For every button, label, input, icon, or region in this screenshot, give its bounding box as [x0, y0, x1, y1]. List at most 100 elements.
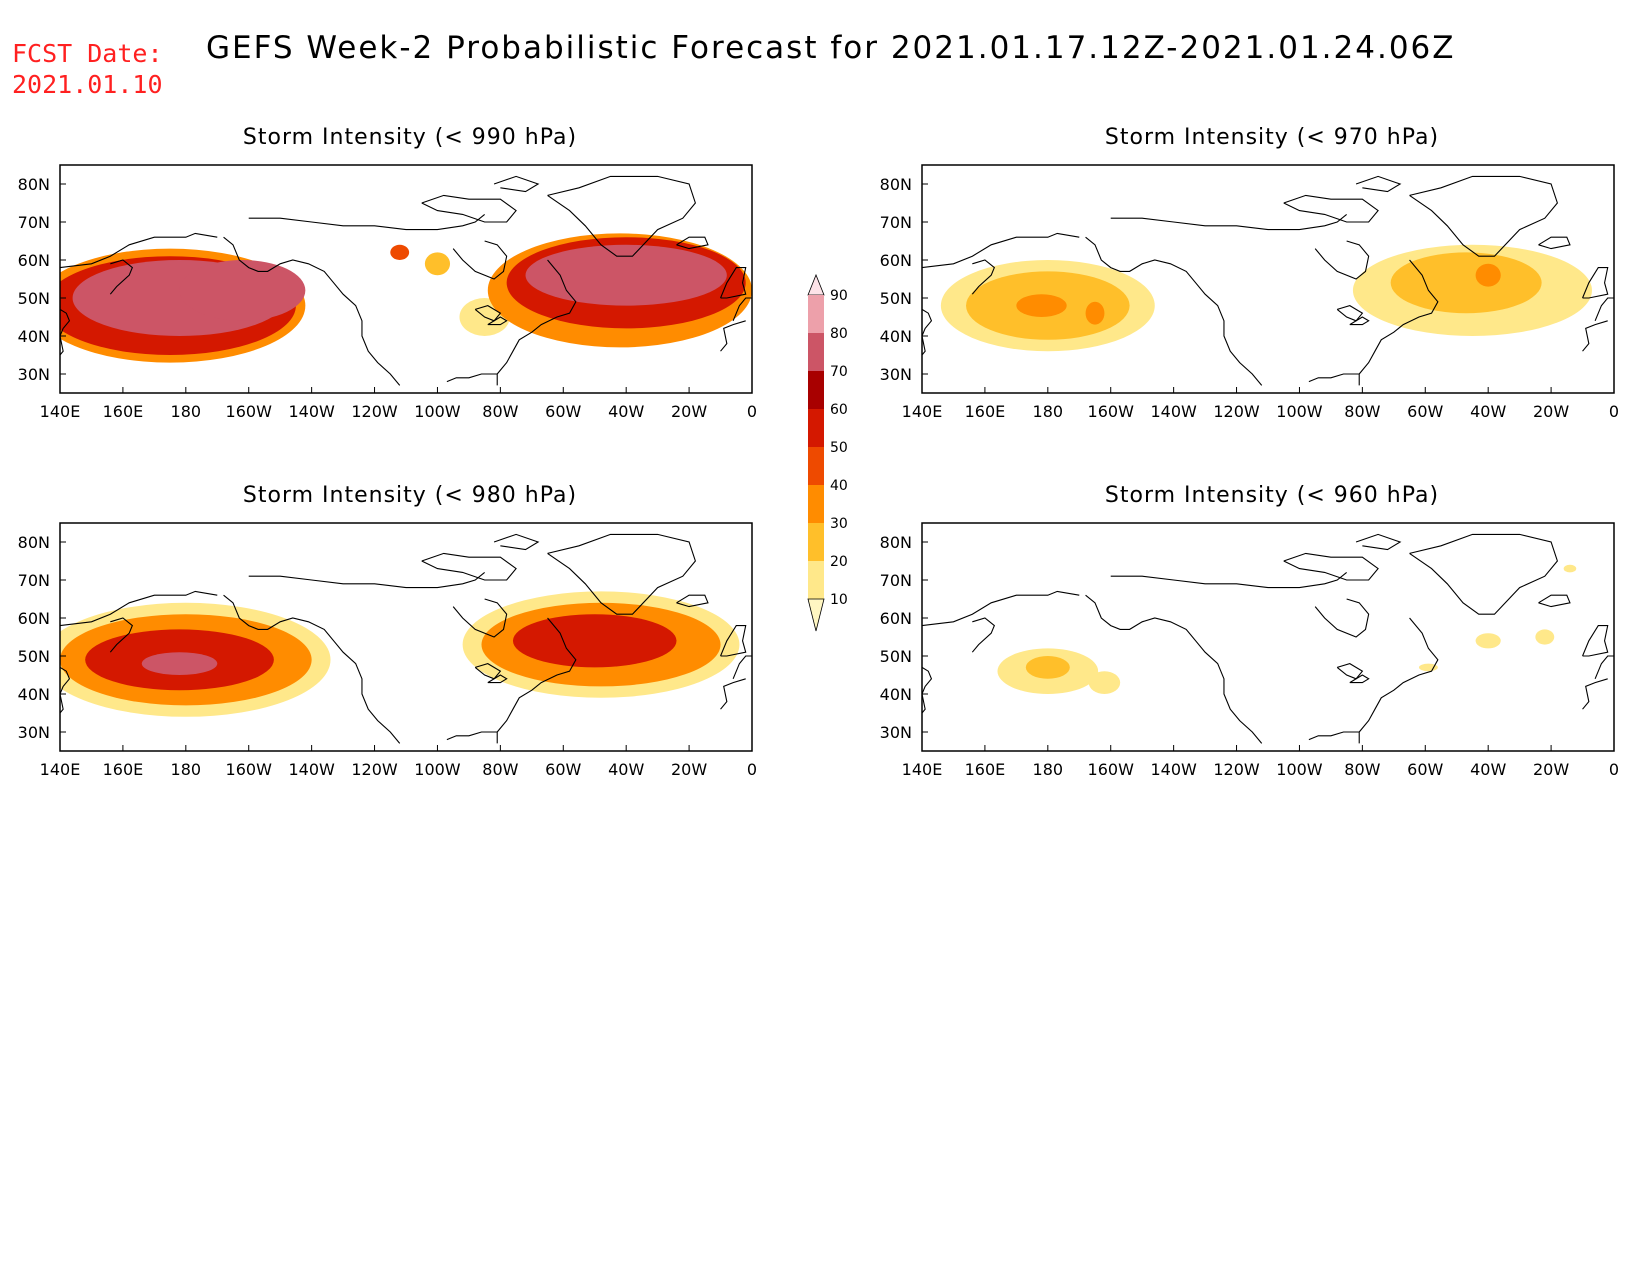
x-tick-label: 0 — [1609, 402, 1619, 421]
x-tick-label: 100W — [1276, 760, 1323, 779]
x-tick-label: 160E — [103, 402, 144, 421]
coastline — [922, 232, 1080, 269]
colorbar-label: 10 — [830, 592, 848, 608]
coastline — [421, 552, 517, 581]
probability-region — [1025, 656, 1070, 679]
coastline — [1110, 571, 1347, 589]
coastline — [1336, 663, 1364, 680]
coastline — [720, 320, 746, 352]
coastline — [547, 533, 696, 615]
x-tick-label: 120W — [351, 402, 398, 421]
y-tick-label: 80N — [880, 175, 912, 194]
y-tick-label: 40N — [880, 685, 912, 704]
x-tick-label: 100W — [1276, 402, 1323, 421]
coastline — [1358, 259, 1439, 386]
x-tick-label: 140E — [40, 760, 81, 779]
coastline — [720, 678, 746, 710]
colorbar-swatch — [808, 333, 824, 371]
x-tick-label: 140E — [902, 402, 943, 421]
x-tick-label: 0 — [747, 402, 757, 421]
y-tick-label: 60N — [18, 609, 50, 628]
coastline — [1336, 305, 1364, 322]
coastline — [732, 655, 752, 680]
coastline — [547, 175, 696, 257]
coastline — [676, 594, 709, 608]
x-tick-label: 20W — [671, 402, 707, 421]
x-tick-label: 140E — [902, 760, 943, 779]
coastline — [1582, 267, 1609, 299]
y-tick-label: 40N — [880, 327, 912, 346]
y-tick-label: 70N — [880, 571, 912, 590]
colorbar-swatch — [808, 371, 824, 409]
x-tick-label: 60W — [545, 402, 581, 421]
probability-region — [525, 244, 727, 306]
x-tick-label: 80W — [1344, 760, 1380, 779]
colorbar-legend: 10 20 30 40 50 60 70 80 90 — [807, 273, 848, 632]
map-plot: 140E 160E 180 160W 140W 120W 100W 80W 60W 40W 20W 0… — [880, 164, 1619, 421]
coastline — [446, 373, 498, 383]
colorbar-label: 50 — [830, 440, 848, 456]
map-frame — [921, 164, 1615, 394]
panel-title: Storm Intensity (< 980 hPa) — [242, 483, 578, 508]
y-tick-label: 60N — [880, 609, 912, 628]
x-tick-label: 160W — [226, 402, 273, 421]
y-tick-label: 60N — [18, 251, 50, 270]
coastline — [421, 194, 517, 223]
probability-region — [1475, 263, 1501, 287]
page-title: GEFS Week-2 Probabilistic Forecast for 2… — [206, 30, 1456, 66]
coastline — [1582, 320, 1608, 352]
y-tick-label: 70N — [880, 213, 912, 232]
y-tick-label: 80N — [18, 533, 50, 552]
x-tick-label: 160E — [965, 760, 1006, 779]
map-plot: 140E 160E 180 160W 140W 120W 100W 80W 60W 40W 20W 0… — [18, 164, 757, 421]
colorbar-swatch — [808, 485, 824, 523]
colorbar-label: 60 — [830, 402, 848, 418]
x-tick-label: 180 — [1033, 760, 1064, 779]
coastlines — [60, 175, 752, 386]
coastline — [1349, 674, 1370, 684]
x-tick-label: 140W — [1150, 760, 1197, 779]
coastline — [109, 617, 134, 653]
coastline — [452, 240, 508, 280]
x-tick-label: 160E — [965, 402, 1006, 421]
probability-region — [1535, 629, 1555, 645]
coastline — [971, 617, 996, 653]
probability-region — [1085, 301, 1105, 325]
coastline — [720, 267, 747, 299]
probability-region — [1016, 294, 1067, 317]
coastline — [248, 571, 485, 589]
coastline — [732, 297, 752, 322]
x-tick-label: 60W — [1407, 402, 1443, 421]
colorbar-label: 40 — [830, 478, 848, 494]
x-tick-label: 60W — [1407, 760, 1443, 779]
map-panel-980: Storm Intensity (< 980 hPa) 140E 160E 180 1… — [0, 483, 760, 823]
coastline — [922, 590, 1080, 627]
x-tick-label: 80W — [1344, 402, 1380, 421]
coastline — [1085, 236, 1263, 386]
colorbar-label: 80 — [830, 326, 848, 342]
coastline — [922, 308, 933, 356]
coastline — [493, 533, 540, 551]
forecast-date-block: FCST Date: 2021.01.10 — [12, 38, 163, 100]
x-tick-label: 140E — [40, 402, 81, 421]
y-tick-label: 80N — [880, 533, 912, 552]
colorbar-cap — [807, 273, 825, 296]
x-tick-label: 80W — [482, 402, 518, 421]
coastline — [474, 305, 502, 322]
y-tick-label: 40N — [18, 327, 50, 346]
x-tick-label: 40W — [1470, 760, 1506, 779]
coastline — [1085, 594, 1263, 744]
probability-region — [1390, 252, 1542, 314]
y-tick-label: 50N — [880, 289, 912, 308]
coastline — [1358, 617, 1439, 744]
coastline — [922, 666, 933, 714]
coastline — [248, 213, 485, 231]
x-tick-label: 20W — [671, 760, 707, 779]
forecast-date-value: 2021.01.10 — [12, 70, 163, 99]
map-plot: 140E 160E 180 160W 140W 120W 100W 80W 60W 40W 20W 0… — [880, 522, 1619, 779]
coastline — [1314, 240, 1370, 280]
coastline — [474, 663, 502, 680]
x-tick-label: 40W — [1470, 402, 1506, 421]
probability-region — [512, 614, 677, 668]
coastline — [1110, 213, 1347, 231]
